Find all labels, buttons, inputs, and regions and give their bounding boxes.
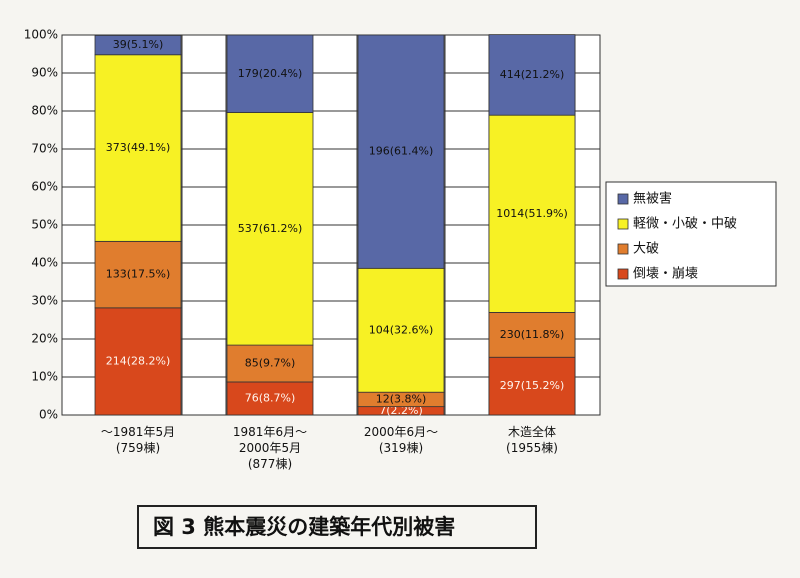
bar-segment xyxy=(357,267,445,393)
y-tick-label: 20% xyxy=(31,332,58,346)
value-label: 76(8.7%) xyxy=(245,391,296,404)
bar-segment xyxy=(488,114,576,313)
x-tick-label: 木造全体 (1955棟) xyxy=(506,425,558,455)
value-label: 1014(51.9%) xyxy=(496,207,568,220)
x-tick-label: 2000年6月～ (319棟) xyxy=(363,425,439,455)
bar-segment xyxy=(94,307,182,416)
y-tick-label: 40% xyxy=(31,256,58,270)
bar-segment xyxy=(226,344,314,383)
y-tick-label: 50% xyxy=(31,218,58,232)
value-label: 179(20.4%) xyxy=(238,67,303,80)
legend-label: 倒壊・崩壊 xyxy=(633,267,698,282)
y-tick-label: 80% xyxy=(31,104,58,118)
y-tick-label: 90% xyxy=(31,66,58,80)
value-label: 297(15.2%) xyxy=(500,379,565,392)
legend-label: 軽微・小破・中破 xyxy=(633,217,737,232)
value-label: 230(11.8%) xyxy=(500,328,565,341)
chart: 0% 10% 20% 30% 40% 50% 60% 70% 80% 90% 100% 214(28.… xyxy=(24,28,777,422)
bar-segment xyxy=(94,240,182,309)
bar-segment xyxy=(488,356,576,416)
y-tick-label: 10% xyxy=(31,370,58,384)
y-tick-label: 0% xyxy=(39,408,58,422)
legend-label: 大破 xyxy=(633,242,659,257)
bar-segment xyxy=(488,311,576,358)
value-label: 373(49.1%) xyxy=(106,141,171,154)
x-tick-label: ～1981年5月 (759棟) xyxy=(100,425,176,455)
value-label: 39(5.1%) xyxy=(113,38,164,51)
y-tick-label: 70% xyxy=(31,142,58,156)
bar-segment xyxy=(488,34,576,116)
chart-title: 図 3 熊本震災の建築年代別被害 xyxy=(137,505,537,549)
value-label: 12(3.8%) xyxy=(376,392,427,405)
bar-segment xyxy=(94,54,182,242)
legend-swatch xyxy=(617,218,629,230)
bar-segment xyxy=(226,112,314,346)
bar-segment xyxy=(226,34,314,113)
legend-label: 無被害 xyxy=(633,191,672,207)
value-label: 196(61.4%) xyxy=(369,145,434,158)
legend-swatch xyxy=(617,268,629,280)
value-label: 7(2.2%) xyxy=(379,404,423,417)
value-label: 537(61.2%) xyxy=(238,222,303,235)
legend-swatch xyxy=(617,193,629,205)
value-label: 104(32.6%) xyxy=(369,323,434,336)
y-tick-label: 30% xyxy=(31,294,58,308)
value-label: 414(21.2%) xyxy=(500,68,565,81)
x-tick-label: 1981年6月～ 2000年5月 (877棟) xyxy=(232,425,308,471)
value-label: 133(17.5%) xyxy=(106,268,171,281)
legend-box xyxy=(605,181,777,287)
y-tick-label: 100% xyxy=(24,28,58,42)
bar-segment xyxy=(357,34,445,269)
value-label: 85(9.7%) xyxy=(245,357,296,370)
legend-swatch xyxy=(617,243,629,255)
bar-segment xyxy=(94,34,182,56)
value-label: 214(28.2%) xyxy=(106,354,171,367)
y-tick-label: 60% xyxy=(31,180,58,194)
